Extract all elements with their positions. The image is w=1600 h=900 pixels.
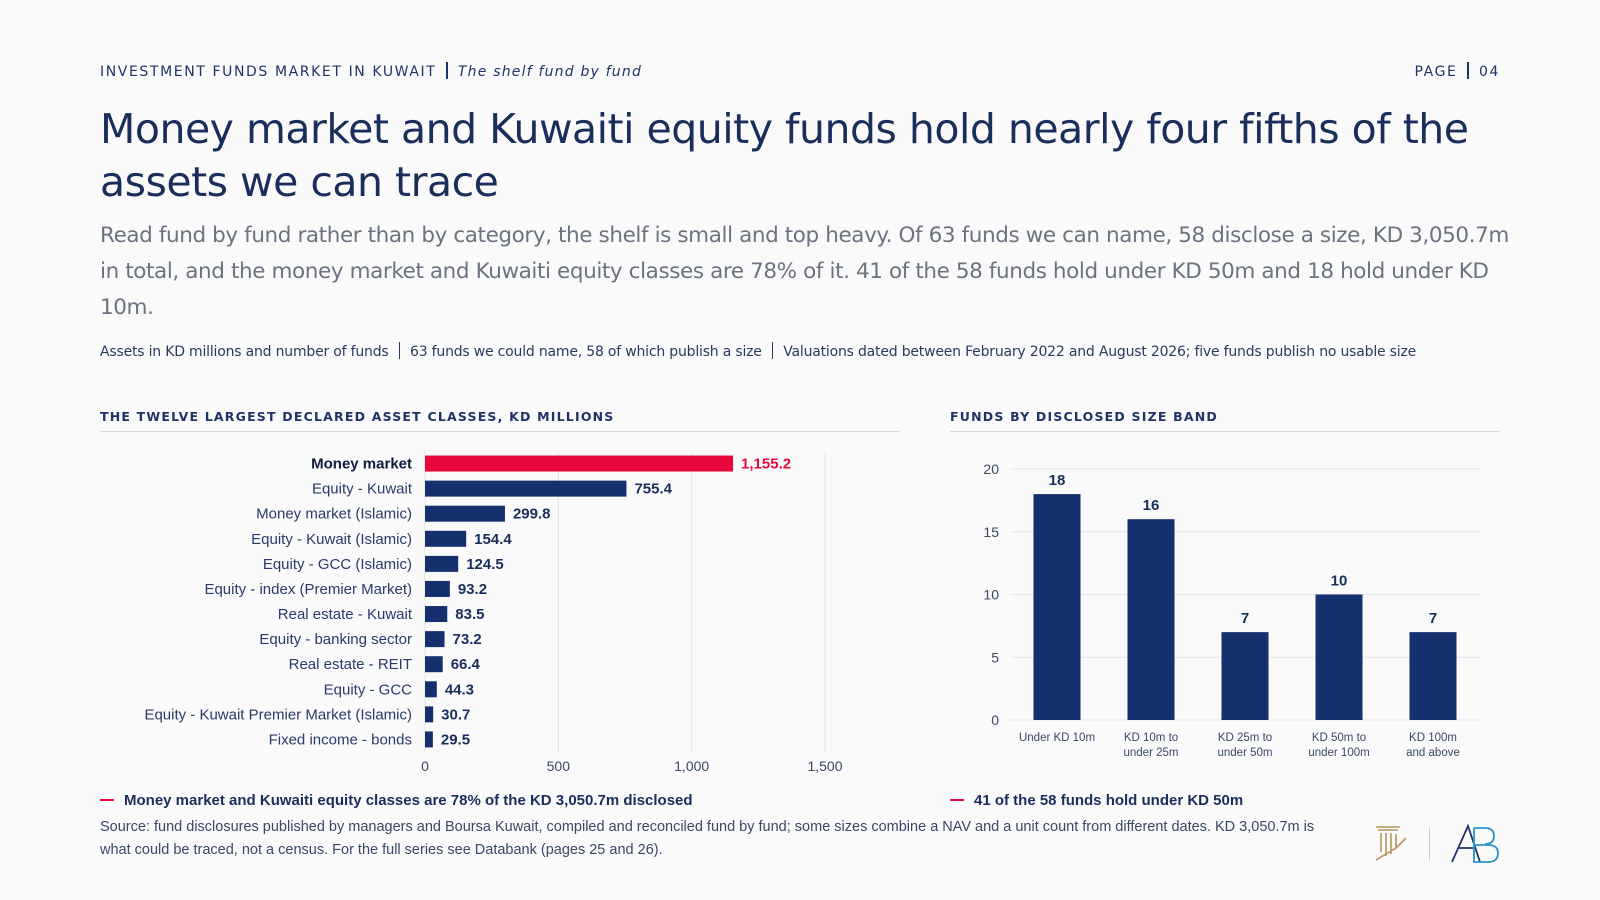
- meta-dates: Valuations dated between February 2022 a…: [783, 344, 1417, 360]
- data-label: 18: [1049, 472, 1066, 489]
- y-tick-label: 5: [991, 649, 999, 665]
- x-tick-label: 0: [421, 758, 429, 774]
- bar: [425, 505, 505, 522]
- bar: [425, 480, 627, 497]
- data-label: 10: [1331, 573, 1348, 590]
- data-label: 7: [1429, 610, 1437, 627]
- bar: [425, 530, 467, 547]
- x-tick-label: 1,500: [807, 758, 842, 774]
- size-band-chart-title: FUNDS BY DISCLOSED SIZE BAND: [950, 409, 1218, 424]
- y-tick-label: 10: [983, 587, 999, 603]
- meta-divider: [398, 342, 400, 359]
- note-marker: [100, 799, 114, 801]
- subsection-name: The shelf fund by fund: [457, 64, 643, 80]
- category-label: Equity - GCC: [324, 681, 413, 698]
- asset-class-chart-title: THE TWELVE LARGEST DECLARED ASSET CLASSE…: [100, 409, 615, 424]
- logo-divider: [1429, 828, 1430, 860]
- category-label: Real estate - REIT: [289, 656, 412, 673]
- x-category-label: KD 100m: [1409, 732, 1457, 744]
- ab-monogram-logo: [1451, 823, 1499, 863]
- bar: [1127, 519, 1175, 720]
- bar: [425, 455, 734, 472]
- x-tick-label: 1,000: [674, 758, 709, 774]
- meta-divider: [771, 342, 774, 359]
- y-tick-label: 0: [991, 712, 999, 728]
- x-category-label: KD 50m to: [1312, 732, 1366, 744]
- columns-logo: [1375, 826, 1407, 861]
- category-label: Equity - Kuwait Premier Market (Islamic): [144, 706, 412, 723]
- asset-class-note-text: Money market and Kuwaiti equity classes …: [124, 792, 693, 809]
- data-label: 755.4: [634, 481, 672, 498]
- category-label: Equity - Kuwait (Islamic): [251, 531, 412, 548]
- bar: [425, 681, 437, 698]
- page-dek: Read fund by fund rather than by categor…: [100, 223, 1509, 320]
- meta-units: Assets in KD millions and number of fund…: [100, 344, 389, 360]
- x-category-label: under 100m: [1308, 747, 1369, 759]
- category-label: Fixed income - bonds: [269, 731, 412, 748]
- data-label: 1,155.2: [741, 456, 791, 473]
- page-divider: [1467, 62, 1469, 79]
- size-band-title-rule: [950, 431, 1500, 432]
- source-note: Source: fund disclosures published by ma…: [100, 819, 1315, 858]
- x-category-label: under 50m: [1218, 747, 1273, 759]
- x-category-label: KD 25m to: [1218, 732, 1272, 744]
- y-tick-label: 15: [983, 524, 999, 540]
- x-category-label: Under KD 10m: [1019, 732, 1095, 744]
- header-left: INVESTMENT FUNDS MARKET IN KUWAIT The she…: [100, 62, 642, 80]
- meta-coverage: 63 funds we could name, 58 of which publ…: [410, 344, 762, 360]
- asset-class-title-rule: [100, 431, 900, 432]
- category-label: Equity - banking sector: [259, 631, 412, 648]
- page-number: 04: [1478, 64, 1500, 80]
- category-label: Equity - GCC (Islamic): [263, 556, 412, 573]
- asset-class-note: Money market and Kuwaiti equity classes …: [100, 792, 693, 809]
- category-label: Real estate - Kuwait: [278, 606, 413, 623]
- data-label: 7: [1241, 610, 1249, 627]
- bar: [425, 580, 450, 597]
- data-label: 124.5: [466, 556, 504, 573]
- bar: [425, 731, 433, 748]
- data-label: 16: [1143, 497, 1160, 514]
- category-label: Money market: [311, 456, 412, 473]
- data-label: 73.2: [453, 631, 482, 648]
- page-marker: PAGE 04: [1415, 62, 1501, 80]
- category-label: Equity - Kuwait: [312, 481, 413, 498]
- data-label: 299.8: [513, 506, 551, 523]
- bar: [425, 706, 434, 723]
- data-label: 154.4: [474, 531, 512, 548]
- page-header: INVESTMENT FUNDS MARKET IN KUWAIT The she…: [100, 62, 1500, 82]
- data-label: 66.4: [451, 656, 481, 673]
- category-label: Money market (Islamic): [256, 506, 412, 523]
- x-category-label: KD 10m to: [1124, 732, 1178, 744]
- page-label: PAGE: [1414, 64, 1458, 80]
- note-marker: [950, 799, 964, 801]
- x-tick-label: 500: [547, 758, 571, 774]
- header-divider: [446, 62, 448, 79]
- bar: [425, 656, 443, 673]
- data-label: 44.3: [445, 681, 474, 698]
- x-category-label: under 25m: [1124, 747, 1179, 759]
- data-label: 30.7: [441, 706, 470, 723]
- bar: [1409, 632, 1457, 720]
- data-label: 29.5: [441, 731, 470, 748]
- page-title: Money market and Kuwaiti equity funds ho…: [100, 105, 1469, 206]
- bar: [1315, 594, 1363, 720]
- bar: [1033, 494, 1081, 720]
- chart-meta: Assets in KD millions and number of fund…: [100, 342, 1500, 363]
- size-band-note: 41 of the 58 funds hold under KD 50m: [950, 792, 1243, 809]
- bar: [1221, 632, 1269, 720]
- data-label: 83.5: [455, 606, 484, 623]
- size-band-note-text: 41 of the 58 funds hold under KD 50m: [974, 792, 1244, 809]
- data-label: 93.2: [458, 581, 487, 598]
- section-name: INVESTMENT FUNDS MARKET IN KUWAIT: [100, 64, 437, 80]
- bar: [425, 606, 448, 623]
- x-category-label: and above: [1406, 747, 1460, 759]
- category-label: Equity - index (Premier Market): [204, 581, 412, 598]
- bar: [425, 555, 459, 572]
- bar: [425, 631, 445, 648]
- y-tick-label: 20: [983, 461, 999, 477]
